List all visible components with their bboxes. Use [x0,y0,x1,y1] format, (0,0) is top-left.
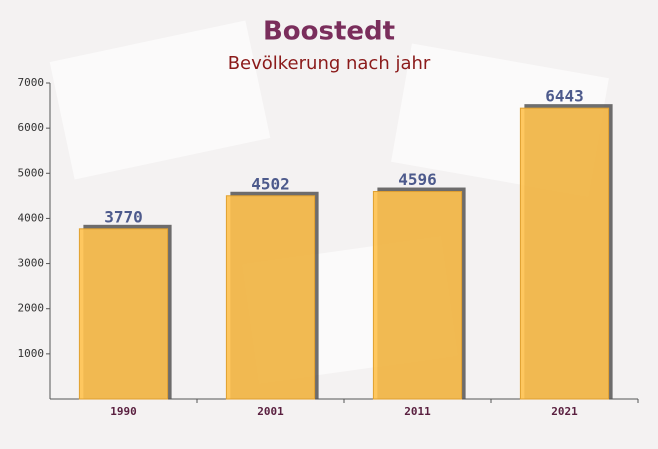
bar [78,228,169,400]
value-label: 3770 [104,207,143,226]
y-tick-label: 3000 [18,257,45,270]
y-tick-label: 6000 [18,121,45,134]
bar [519,107,610,400]
y-tick-label: 2000 [18,302,45,315]
y-tick-label: 7000 [18,76,45,89]
x-tick-label: 2001 [257,405,284,418]
y-tick-label: 5000 [18,166,45,179]
x-tick-label: 1990 [110,405,137,418]
x-tick-label: 2021 [551,405,578,418]
bar [225,195,316,400]
value-label: 4596 [398,170,437,189]
chart-subtitle: Bevölkerung nach jahr [228,53,431,74]
chart-title: Boostedt [263,17,395,47]
y-tick-label: 4000 [18,211,45,224]
bar [372,191,463,400]
value-label: 4502 [251,174,290,193]
value-label: 6443 [545,87,584,106]
x-tick-label: 2011 [404,405,431,418]
y-tick-label: 1000 [18,347,45,360]
decor [49,20,271,180]
